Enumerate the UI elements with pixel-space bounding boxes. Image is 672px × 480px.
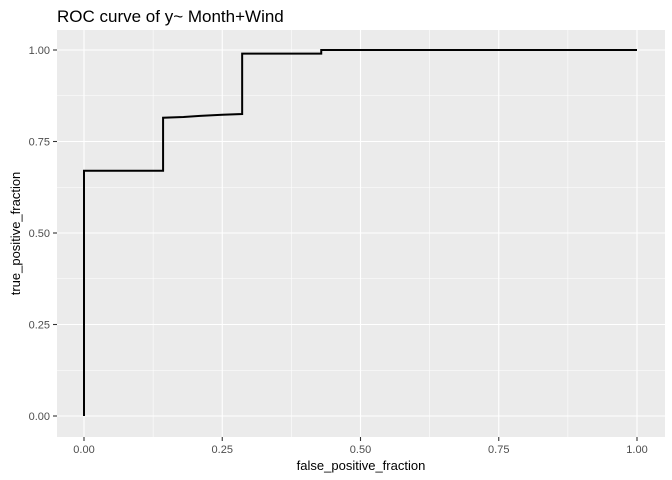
y-tick-label: 0.50 bbox=[29, 228, 50, 240]
chart-title: ROC curve of y~ Month+Wind bbox=[57, 7, 284, 26]
roc-curve-line bbox=[83, 49, 637, 416]
y-tick-label: 1.00 bbox=[29, 45, 50, 57]
y-tick-label: 0.75 bbox=[29, 137, 50, 149]
series-layer bbox=[83, 49, 637, 416]
x-tick-label: 0.00 bbox=[73, 444, 94, 456]
x-tick-label: 0.25 bbox=[212, 444, 233, 456]
x-tick-label: 0.50 bbox=[350, 444, 371, 456]
x-tick-label: 0.75 bbox=[488, 444, 509, 456]
x-axis: 0.00 0.25 0.50 0.75 1.00 bbox=[73, 437, 648, 456]
y-tick-label: 0.00 bbox=[29, 411, 50, 423]
x-axis-title: false_positive_fraction bbox=[297, 458, 426, 473]
major-gridlines bbox=[57, 30, 665, 437]
y-axis-title: true_positive_fraction bbox=[8, 172, 23, 296]
x-tick-label: 1.00 bbox=[626, 444, 647, 456]
y-axis: 0.00 0.25 0.50 0.75 1.00 bbox=[29, 45, 57, 423]
y-tick-label: 0.25 bbox=[29, 320, 50, 332]
